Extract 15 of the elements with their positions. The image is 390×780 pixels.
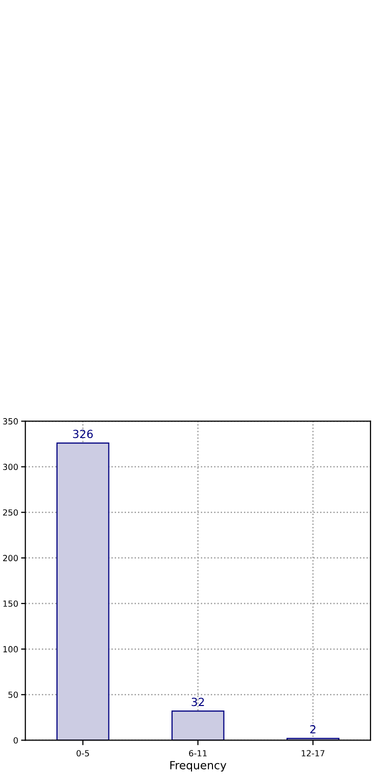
x-axis-title: Frequency (170, 761, 226, 772)
y-tick-label: 250 (3, 509, 18, 516)
x-tick-label: 6-11 (189, 750, 207, 756)
data-label: 326 (73, 430, 93, 438)
data-label: 2 (310, 725, 316, 734)
x-tick-label: 12-17 (302, 750, 324, 756)
y-tick-label: 350 (3, 418, 18, 424)
y-tick-label: 200 (3, 554, 18, 562)
y-tick-label: 150 (3, 600, 18, 607)
y-tick-label: 300 (3, 464, 18, 470)
data-label: 32 (192, 698, 204, 706)
y-tick-label: 100 (3, 646, 18, 652)
x-tick-label: 0-5 (76, 750, 89, 756)
y-tick-label: 0 (14, 737, 18, 744)
y-tick-label: 50 (8, 692, 18, 698)
